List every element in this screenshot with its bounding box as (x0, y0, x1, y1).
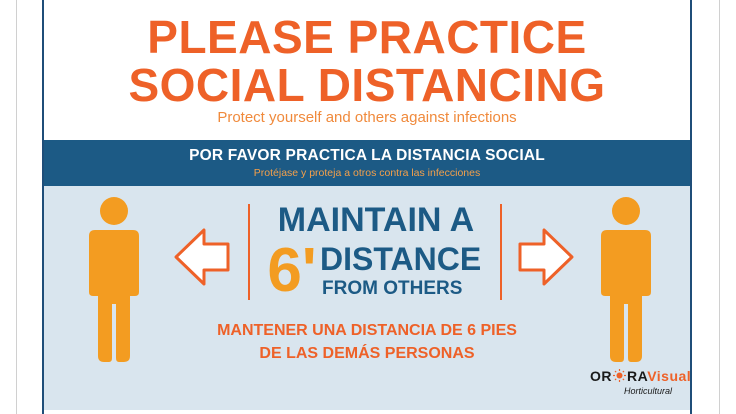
maintain-text: MAINTAIN A (277, 201, 475, 239)
headline-line-2: SOCIAL DISTANCING (128, 59, 606, 111)
logo-name-part1: OR (590, 368, 612, 384)
headline-subtitle: Protect yourself and others against infe… (217, 109, 517, 126)
band-title: POR FAVOR PRACTICA LA DISTANCIA SOCIAL (189, 147, 545, 164)
distance-text: DISTANCE (320, 241, 482, 277)
social-distancing-sign: PLEASE PRACTICE SOCIAL DISTANCING Protec… (42, 0, 692, 414)
spanish-line-2: DE LAS DEMÁS PERSONAS (259, 345, 475, 362)
right-edge-line (719, 0, 720, 414)
band-subtitle: Protéjase y proteja a otros contra las i… (253, 167, 481, 179)
logo-name-part3: Visual (647, 368, 692, 384)
sun-logo-icon (613, 369, 626, 382)
right-divider (500, 204, 502, 300)
distance-panel: MAINTAIN A 6' DISTANCE FROM OTHERS MANTE… (44, 186, 691, 410)
right-arrow-icon (518, 228, 574, 286)
logo-tagline: Horticultural (624, 386, 673, 396)
distance-value: 6' (267, 236, 317, 305)
left-edge-line (16, 0, 17, 414)
logo-name-part2: RA (627, 368, 648, 384)
headline-line-1: PLEASE PRACTICE (147, 11, 587, 63)
person-icon (601, 197, 651, 362)
orora-visual-logo: OR RAVisual Horticultural (590, 368, 691, 404)
left-divider (248, 204, 250, 300)
left-arrow-icon (174, 228, 230, 286)
spanish-band: POR FAVOR PRACTICA LA DISTANCIA SOCIAL P… (44, 140, 690, 186)
person-icon (89, 197, 139, 362)
logo-wordmark: OR RAVisual (590, 368, 691, 384)
from-others-text: FROM OTHERS (322, 278, 463, 299)
spanish-line-1: MANTENER UNA DISTANCIA DE 6 PIES (217, 322, 517, 339)
